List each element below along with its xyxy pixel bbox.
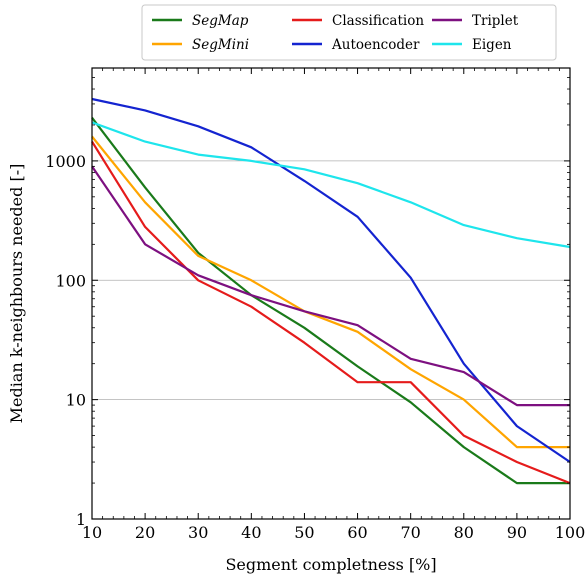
x-tick-label: 100 [555, 523, 586, 542]
series-lines [91, 97, 571, 485]
x-axis-title: Segment completness [%] [225, 555, 436, 574]
legend-label-segmap: SegMap [192, 13, 249, 29]
legend-label-triplet: Triplet [472, 13, 519, 29]
legend-box [141, 4, 557, 61]
legend-label-eigen: Eigen [472, 37, 512, 53]
series-line-segmini [91, 135, 570, 449]
x-tick-label: 20 [135, 523, 155, 542]
legend-label-classification: Classification [332, 13, 424, 29]
grid-lines [92, 160, 570, 401]
x-tick-label: 30 [188, 523, 208, 542]
x-tick-label: 70 [400, 523, 420, 542]
x-tick-label: 40 [241, 523, 261, 542]
x-tick-label: 80 [454, 523, 474, 542]
y-tick-label: 1000 [45, 152, 86, 171]
x-tick-label: 10 [82, 523, 102, 542]
y-tick-label: 10 [66, 391, 86, 410]
legend-label-segmini: SegMini [192, 37, 249, 53]
legend-label-autoencoder: Autoencoder [331, 37, 420, 53]
series-line-classification [91, 141, 571, 485]
series-line-triplet [91, 165, 570, 407]
y-tick-label: 100 [55, 271, 86, 290]
series-line-autoencoder [91, 97, 571, 463]
legend: SegMap SegMini Classification Autoencoder Tr… [141, 4, 557, 61]
plot-frame [91, 67, 571, 520]
y-tick-label: 1 [76, 510, 86, 529]
x-tick-label: 60 [347, 523, 367, 542]
y-axis-title: Median k-neighbours needed [-] [7, 164, 26, 424]
x-tick-label: 90 [507, 523, 527, 542]
x-tick-label: 50 [294, 523, 314, 542]
axis-ticks [91, 67, 571, 520]
series-line-eigen [91, 121, 571, 249]
series-line-segmap [91, 117, 570, 485]
